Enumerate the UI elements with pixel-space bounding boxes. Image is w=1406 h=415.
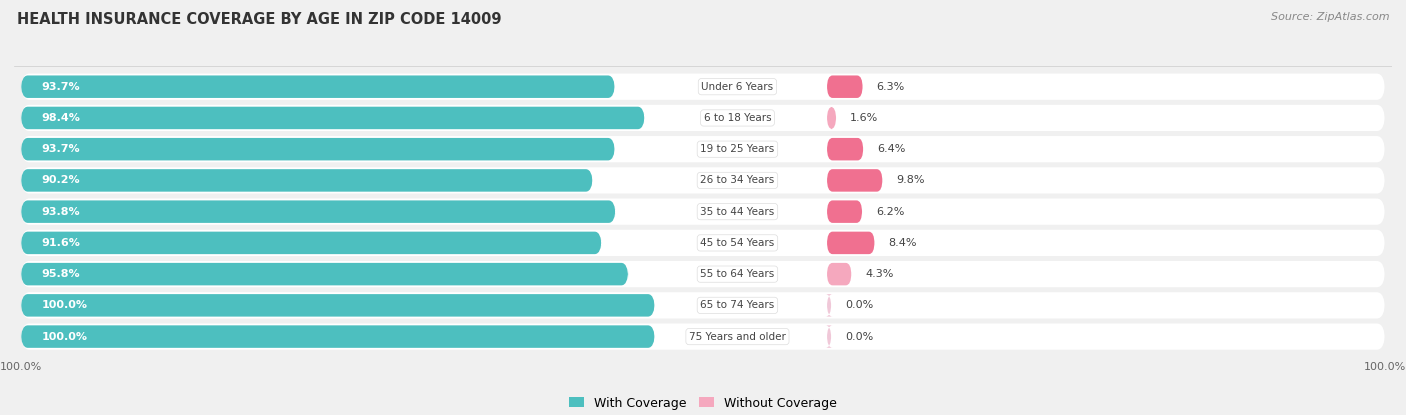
FancyBboxPatch shape bbox=[21, 138, 614, 161]
FancyBboxPatch shape bbox=[21, 261, 1385, 287]
Text: 0.0%: 0.0% bbox=[845, 300, 873, 310]
Text: 91.6%: 91.6% bbox=[42, 238, 80, 248]
FancyBboxPatch shape bbox=[827, 169, 883, 192]
FancyBboxPatch shape bbox=[21, 105, 1385, 131]
FancyBboxPatch shape bbox=[21, 136, 1385, 162]
FancyBboxPatch shape bbox=[827, 263, 851, 286]
Text: 90.2%: 90.2% bbox=[42, 176, 80, 186]
FancyBboxPatch shape bbox=[21, 232, 602, 254]
FancyBboxPatch shape bbox=[21, 294, 655, 317]
Text: 100.0%: 100.0% bbox=[42, 332, 87, 342]
Text: 55 to 64 Years: 55 to 64 Years bbox=[700, 269, 775, 279]
Text: 6 to 18 Years: 6 to 18 Years bbox=[703, 113, 772, 123]
Text: 1.6%: 1.6% bbox=[849, 113, 879, 123]
FancyBboxPatch shape bbox=[825, 294, 832, 317]
Text: 9.8%: 9.8% bbox=[896, 176, 925, 186]
Text: HEALTH INSURANCE COVERAGE BY AGE IN ZIP CODE 14009: HEALTH INSURANCE COVERAGE BY AGE IN ZIP … bbox=[17, 12, 502, 27]
Text: 19 to 25 Years: 19 to 25 Years bbox=[700, 144, 775, 154]
Legend: With Coverage, Without Coverage: With Coverage, Without Coverage bbox=[564, 392, 842, 415]
Text: 100.0%: 100.0% bbox=[42, 300, 87, 310]
FancyBboxPatch shape bbox=[21, 107, 644, 129]
Text: 75 Years and older: 75 Years and older bbox=[689, 332, 786, 342]
Text: 45 to 54 Years: 45 to 54 Years bbox=[700, 238, 775, 248]
Text: 26 to 34 Years: 26 to 34 Years bbox=[700, 176, 775, 186]
Text: 93.7%: 93.7% bbox=[42, 144, 80, 154]
Text: 95.8%: 95.8% bbox=[42, 269, 80, 279]
Text: 6.4%: 6.4% bbox=[877, 144, 905, 154]
FancyBboxPatch shape bbox=[21, 198, 1385, 225]
Text: 6.3%: 6.3% bbox=[876, 82, 904, 92]
Text: 0.0%: 0.0% bbox=[845, 332, 873, 342]
FancyBboxPatch shape bbox=[21, 323, 1385, 350]
Text: 93.8%: 93.8% bbox=[42, 207, 80, 217]
Text: 6.2%: 6.2% bbox=[876, 207, 904, 217]
FancyBboxPatch shape bbox=[827, 200, 862, 223]
FancyBboxPatch shape bbox=[21, 73, 1385, 100]
FancyBboxPatch shape bbox=[825, 325, 832, 348]
FancyBboxPatch shape bbox=[21, 167, 1385, 193]
Text: 65 to 74 Years: 65 to 74 Years bbox=[700, 300, 775, 310]
FancyBboxPatch shape bbox=[827, 107, 837, 129]
FancyBboxPatch shape bbox=[21, 169, 593, 192]
FancyBboxPatch shape bbox=[21, 325, 655, 348]
Text: 4.3%: 4.3% bbox=[865, 269, 893, 279]
FancyBboxPatch shape bbox=[21, 292, 1385, 318]
Text: Source: ZipAtlas.com: Source: ZipAtlas.com bbox=[1271, 12, 1389, 22]
Text: Under 6 Years: Under 6 Years bbox=[702, 82, 773, 92]
Text: 35 to 44 Years: 35 to 44 Years bbox=[700, 207, 775, 217]
FancyBboxPatch shape bbox=[827, 76, 863, 98]
Text: 98.4%: 98.4% bbox=[42, 113, 80, 123]
Text: 93.7%: 93.7% bbox=[42, 82, 80, 92]
FancyBboxPatch shape bbox=[21, 230, 1385, 256]
FancyBboxPatch shape bbox=[21, 200, 616, 223]
FancyBboxPatch shape bbox=[21, 76, 614, 98]
Text: 8.4%: 8.4% bbox=[889, 238, 917, 248]
FancyBboxPatch shape bbox=[827, 232, 875, 254]
FancyBboxPatch shape bbox=[827, 138, 863, 161]
FancyBboxPatch shape bbox=[21, 263, 628, 286]
